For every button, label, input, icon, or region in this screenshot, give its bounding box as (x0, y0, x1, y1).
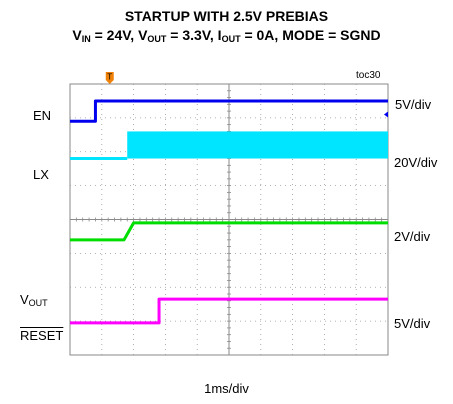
scale-vout: 2V/div (394, 229, 431, 244)
channel-label-vout: VOUT (20, 292, 48, 308)
subtitle-vin-value: = 24V, (90, 27, 139, 43)
subtitle-iout-sub: OUT (221, 34, 241, 44)
vout-label-sub: OUT (28, 298, 48, 308)
subtitle-vout-sub: OUT (147, 34, 167, 44)
subtitle-vin-sub: IN (81, 34, 91, 44)
trigger-marker-label: T (107, 73, 112, 82)
subtitle-vout: V (138, 27, 148, 43)
scale-reset: 5V/div (394, 316, 431, 331)
vout-label-text: V (20, 292, 29, 307)
scale-en: 5V/div (395, 97, 432, 112)
chart-title: STARTUP WITH 2.5V PREBIAS (124, 8, 329, 24)
x-axis-label: 1ms/div (204, 381, 249, 396)
chart-subtitle: VIN = 24V, VOUT = 3.3V, IOUT = 0A, MODE … (0, 27, 453, 47)
figure-ref: toc30 (356, 70, 381, 81)
channel-label-lx: LX (33, 167, 49, 182)
trigger-marker (105, 72, 114, 84)
subtitle-vout-value: = 3.3V, (166, 27, 218, 43)
trace-en (70, 99, 388, 123)
subtitle-iout-value: = 0A, MODE = SGND (240, 27, 381, 43)
subtitle-iout: I (217, 27, 222, 43)
trace-vout (70, 221, 388, 242)
trace-reset (70, 297, 388, 325)
channel-label-reset: RESET (20, 328, 64, 343)
trace-lx-switching (127, 131, 389, 159)
channel-label-en: EN (33, 108, 52, 123)
level-arrow (384, 111, 388, 118)
scale-lx: 20V/div (394, 155, 438, 170)
subtitle-vin: V (72, 27, 82, 43)
